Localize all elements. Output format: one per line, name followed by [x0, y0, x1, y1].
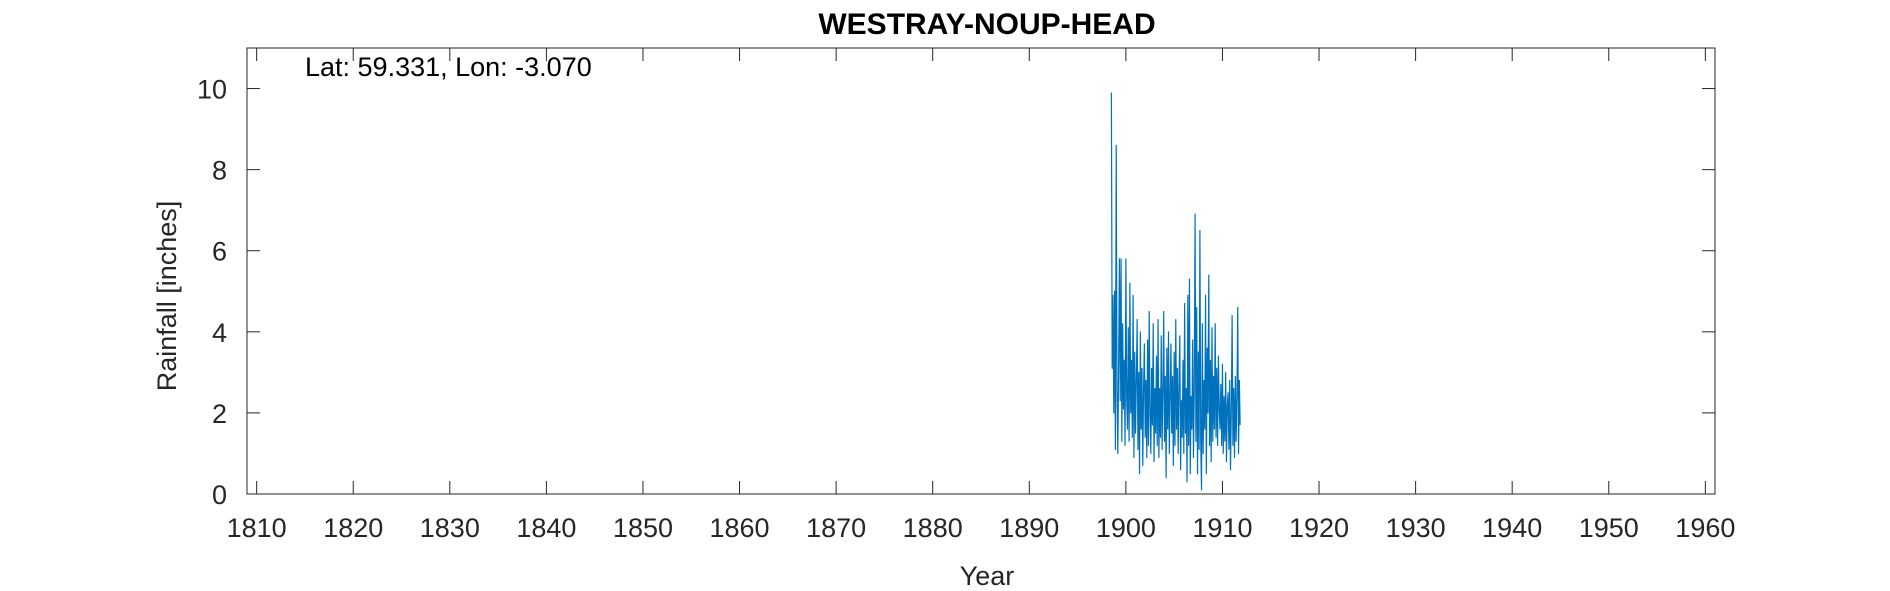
x-tick-label-1830: 1830: [420, 513, 480, 543]
x-tick-label-1910: 1910: [1192, 513, 1252, 543]
x-axis-label: Year: [960, 561, 1015, 591]
x-tick-label-1920: 1920: [1289, 513, 1349, 543]
series-line-rainfall: [1110, 92, 1241, 491]
x-tick-label-1840: 1840: [516, 513, 576, 543]
y-tick-labels: 0 2 4 6 8 10: [197, 75, 227, 510]
x-tick-label-1900: 1900: [1096, 513, 1156, 543]
y-tick-label-10: 10: [197, 75, 227, 105]
station-coordinates-annotation: Lat: 59.331, Lon: -3.070: [305, 52, 592, 82]
x-tick-label-1870: 1870: [806, 513, 866, 543]
x-tick-label-1880: 1880: [903, 513, 963, 543]
x-tick-label-1960: 1960: [1675, 513, 1735, 543]
axis-ticks: [247, 48, 1715, 495]
x-tick-label-1950: 1950: [1579, 513, 1639, 543]
x-tick-label-1820: 1820: [323, 513, 383, 543]
x-tick-label-1890: 1890: [999, 513, 1059, 543]
chart-title: WESTRAY-NOUP-HEAD: [818, 8, 1155, 41]
x-tick-label-1860: 1860: [710, 513, 770, 543]
plot-area: [246, 47, 1716, 495]
y-tick-label-2: 2: [212, 399, 227, 429]
x-tick-labels: 1810 1820 1830 1840 1850 1860 1870 1880 1890 1900…: [227, 513, 1736, 543]
y-tick-label-8: 8: [212, 156, 227, 186]
x-tick-label-1810: 1810: [227, 513, 287, 543]
y-axis-label: Rainfall [inches]: [152, 201, 182, 392]
x-tick-label-1940: 1940: [1482, 513, 1542, 543]
y-tick-label-4: 4: [212, 318, 227, 348]
x-tick-label-1930: 1930: [1386, 513, 1446, 543]
x-tick-label-1850: 1850: [613, 513, 673, 543]
y-tick-label-0: 0: [212, 480, 227, 510]
y-tick-label-6: 6: [212, 237, 227, 267]
